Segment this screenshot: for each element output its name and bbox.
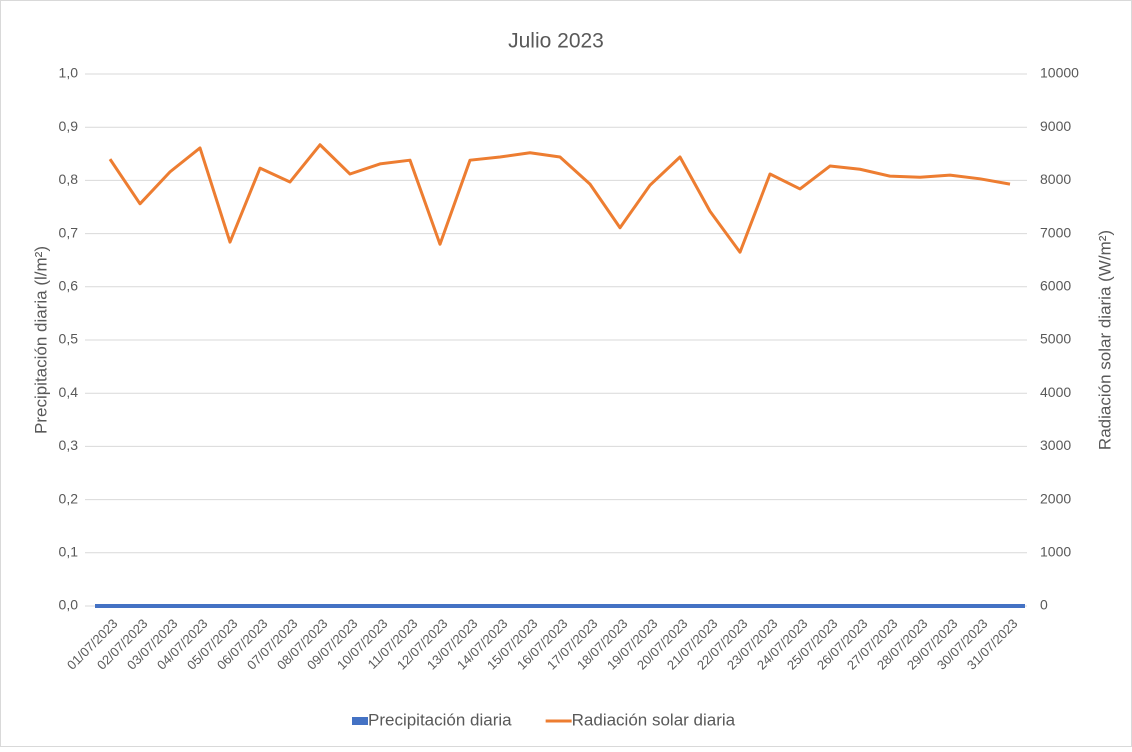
legend-label: Precipitación diaria [368,710,512,729]
bar [935,604,965,608]
bar [635,604,665,608]
y-tick-label: 0,1 [59,544,79,560]
chart-title: Julio 2023 [508,30,604,53]
bar [695,604,725,608]
bar [995,604,1025,608]
y2-tick-label: 0 [1040,597,1048,613]
bar [515,604,545,608]
bar [395,604,425,608]
bar [665,604,695,608]
y2-tick-label: 1000 [1040,544,1071,560]
y-tick-label: 0,0 [59,597,79,613]
bar [125,604,155,608]
y2-tick-label: 10000 [1040,65,1079,81]
legend-label: Radiación solar diaria [572,710,736,729]
bar [245,604,275,608]
bar [275,604,305,608]
bar [485,604,515,608]
bar [155,604,185,608]
bar [815,604,845,608]
bar [365,604,395,608]
y2-axis-title: Radiación solar diaria (W/m²) [1095,230,1114,450]
y2-tick-label: 2000 [1040,490,1071,506]
y-tick-label: 0,3 [59,437,79,453]
bar [455,604,485,608]
bar [605,604,635,608]
bar [95,604,125,608]
y2-tick-label: 9000 [1040,118,1071,134]
y2-tick-label: 5000 [1040,331,1071,347]
bar [305,604,335,608]
bar [905,604,935,608]
bar [185,604,215,608]
bar [965,604,995,608]
y-tick-label: 0,7 [59,224,79,240]
y-tick-label: 0,9 [59,118,79,134]
y2-tick-label: 7000 [1040,224,1071,240]
y2-tick-label: 8000 [1040,171,1071,187]
y-tick-label: 0,5 [59,331,79,347]
y-tick-label: 0,8 [59,171,79,187]
y-tick-label: 1,0 [59,65,79,81]
bar [875,604,905,608]
bar [845,604,875,608]
y-tick-label: 0,2 [59,490,79,506]
bar [425,604,455,608]
bar [215,604,245,608]
bar [545,604,575,608]
bar [335,604,365,608]
bar [725,604,755,608]
y2-tick-label: 6000 [1040,278,1071,294]
y2-tick-label: 3000 [1040,437,1071,453]
bar [575,604,605,608]
legend-swatch [352,717,368,725]
y-axis-title: Precipitación diaria (l/m²) [31,246,50,434]
y-tick-label: 0,6 [59,278,79,294]
y-tick-label: 0,4 [59,384,79,400]
bar [785,604,815,608]
line [108,143,1011,254]
y2-tick-label: 4000 [1040,384,1071,400]
bar [755,604,785,608]
